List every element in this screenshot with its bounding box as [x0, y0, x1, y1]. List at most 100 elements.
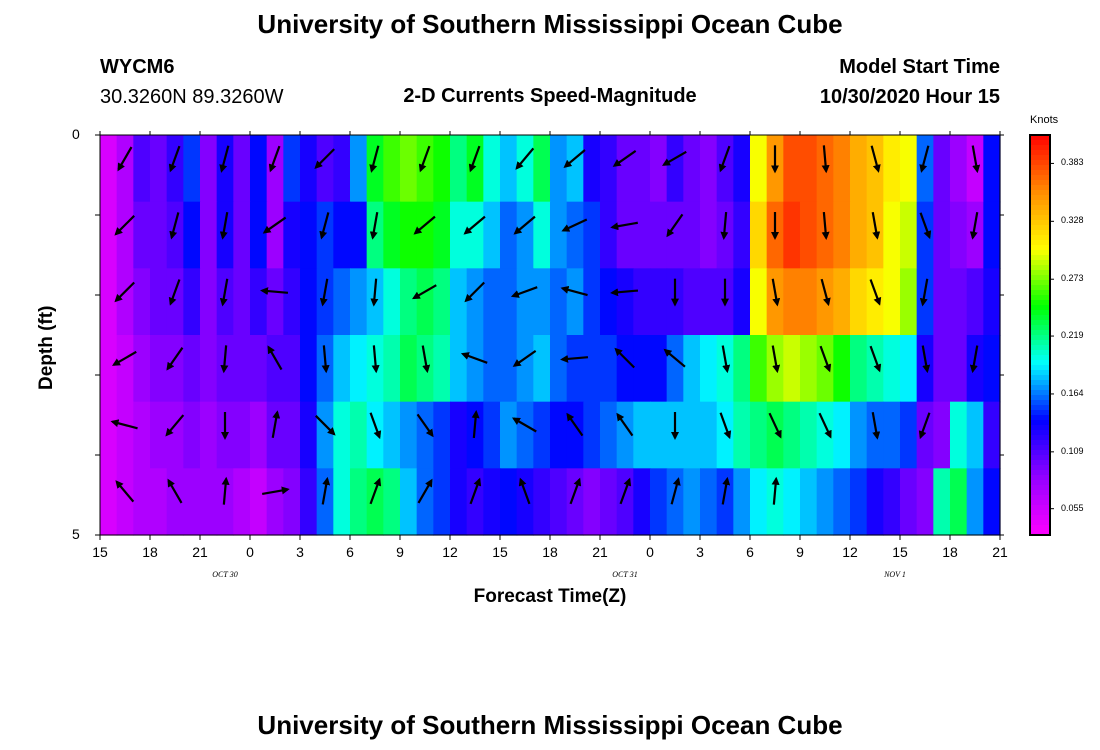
- colorbar-swatch: [1030, 160, 1050, 166]
- heatmap-cell: [933, 401, 951, 469]
- current-vector-arrow: [610, 288, 639, 297]
- heatmap-cell: [683, 335, 701, 403]
- heatmap-cell: [733, 335, 751, 403]
- heatmap-cell: [583, 268, 601, 336]
- current-vector-arrow: [471, 410, 480, 439]
- heatmap-cell: [416, 201, 434, 269]
- heatmap-cell: [983, 468, 1001, 536]
- colorbar-swatch: [1030, 230, 1050, 236]
- heatmap-cell: [800, 335, 818, 403]
- heatmap-cell: [133, 268, 151, 336]
- model-start-label: Model Start Time: [839, 56, 1000, 78]
- colorbar-swatch: [1030, 175, 1050, 181]
- heatmap-cell: [550, 268, 568, 336]
- colorbar-swatch: [1030, 350, 1050, 356]
- heatmap-cell: [533, 401, 551, 469]
- plot-title: 2-D Currents Speed-Magnitude: [403, 85, 697, 107]
- heatmap-cell: [866, 335, 884, 403]
- x-axis-label: Forecast Time(Z): [473, 586, 627, 607]
- heatmap-cell: [566, 135, 584, 203]
- current-vector-arrow: [719, 412, 732, 440]
- colorbar-swatch: [1030, 145, 1050, 151]
- current-vector-arrow: [768, 412, 782, 439]
- heatmap-cell: [383, 468, 401, 536]
- heatmap-cell: [816, 335, 834, 403]
- heatmap-cell: [100, 268, 118, 336]
- heatmap-cell: [300, 335, 318, 403]
- current-vector-arrow: [566, 412, 584, 437]
- heatmap-cell: [583, 135, 601, 203]
- colorbar-swatch: [1030, 255, 1050, 261]
- heatmap-cell: [783, 268, 801, 336]
- current-vector-arrow: [371, 345, 380, 374]
- colorbar-swatch: [1030, 450, 1050, 456]
- x-tick-label: 18: [942, 544, 958, 560]
- colorbar-swatch: [1030, 425, 1050, 431]
- heatmap-cell: [600, 401, 618, 469]
- heatmap-cell: [383, 135, 401, 203]
- heatmap-cell: [583, 468, 601, 536]
- colorbar-swatch: [1030, 165, 1050, 171]
- heatmap-cell: [900, 201, 918, 269]
- heatmap-cell: [416, 335, 434, 403]
- heatmap-cell: [700, 401, 718, 469]
- current-vector-arrow: [369, 212, 379, 240]
- heatmap-cell: [283, 401, 301, 469]
- current-vector-arrow: [971, 145, 981, 174]
- heatmap-cell: [533, 135, 551, 203]
- heatmap-cell: [100, 335, 118, 403]
- colorbar-swatch: [1030, 485, 1050, 491]
- heatmap-cell: [600, 335, 618, 403]
- heatmap-cell: [500, 268, 518, 336]
- heatmap-cell: [466, 268, 484, 336]
- colorbar-swatch: [1030, 180, 1050, 186]
- current-vector-arrow: [821, 145, 830, 174]
- heatmap-cell: [133, 401, 151, 469]
- heatmap-cell: [250, 268, 268, 336]
- current-vector-arrow: [112, 350, 137, 366]
- current-vector-arrow: [418, 145, 431, 173]
- heatmap-cell: [900, 335, 918, 403]
- heatmap-cell: [283, 468, 301, 536]
- heatmap-cell: [400, 201, 418, 269]
- heatmap-cell: [433, 468, 451, 536]
- heatmap-cell: [283, 135, 301, 203]
- heatmap-cell: [850, 468, 868, 536]
- current-vector-arrow: [771, 476, 780, 505]
- heatmap-cell: [383, 201, 401, 269]
- heatmap-cell: [616, 468, 634, 536]
- colorbar-swatch: [1030, 315, 1050, 321]
- colorbar-swatch: [1030, 275, 1050, 281]
- heatmap-cell: [800, 135, 818, 203]
- heatmap-cell: [200, 268, 218, 336]
- heatmap-cell: [750, 201, 768, 269]
- colorbar-swatch: [1030, 225, 1050, 231]
- heatmap-cell: [483, 135, 501, 203]
- heatmap-cell: [983, 401, 1001, 469]
- colorbar-swatch: [1030, 455, 1050, 461]
- heatmap-cell: [350, 268, 368, 336]
- colorbar-swatch: [1030, 380, 1050, 386]
- current-vector-arrow: [663, 348, 686, 368]
- heatmap-cell: [150, 468, 168, 536]
- heatmap-cell: [216, 468, 234, 536]
- current-vector-arrow: [821, 211, 830, 240]
- y-tick-5: 5: [72, 526, 80, 542]
- heatmap-cell: [650, 201, 668, 269]
- current-vector-arrow: [869, 345, 882, 373]
- colorbar-swatch: [1030, 215, 1050, 221]
- heatmap-cell: [866, 468, 884, 536]
- heatmap-cell: [766, 468, 784, 536]
- heatmap-cell: [966, 201, 984, 269]
- current-vector-arrow: [421, 345, 431, 374]
- current-vector-arrow: [460, 352, 488, 364]
- heatmap-cell: [250, 335, 268, 403]
- colorbar-swatch: [1030, 140, 1050, 146]
- heatmap-cell: [233, 268, 251, 336]
- x-tick-label: 9: [796, 544, 804, 560]
- heatmap-cell: [850, 268, 868, 336]
- current-vector-arrow: [219, 278, 229, 307]
- heatmap-cell: [766, 335, 784, 403]
- heatmap-cell: [233, 335, 251, 403]
